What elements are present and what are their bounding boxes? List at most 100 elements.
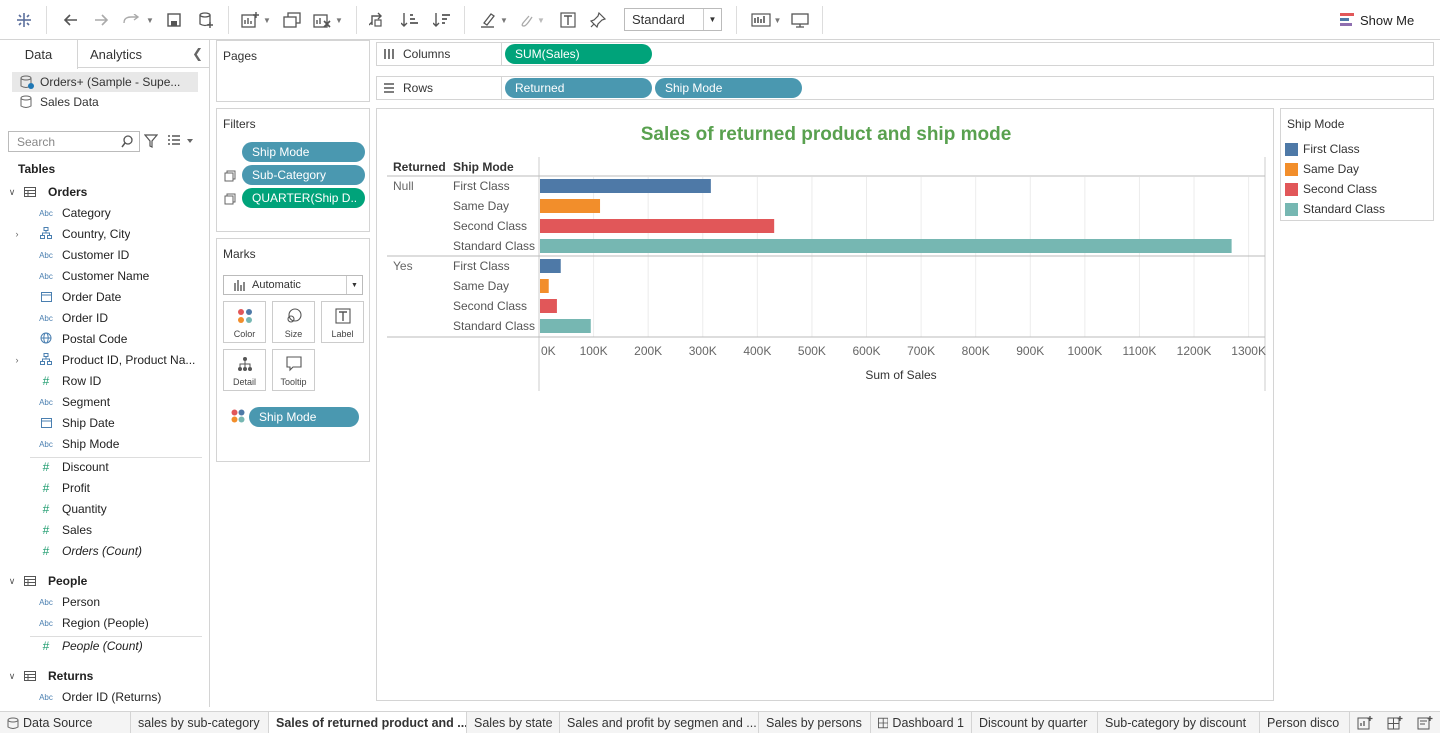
columns-shelf[interactable]: Columns SUM(Sales) (376, 42, 1434, 66)
new-story-icon[interactable] (1417, 715, 1433, 730)
field-profit[interactable]: # Profit (0, 478, 205, 498)
sheet-tab[interactable]: Discount by quarter (972, 712, 1098, 733)
tab-analytics[interactable]: Analytics (89, 46, 143, 62)
viz-area[interactable]: Sales of returned product and ship mode … (376, 108, 1274, 701)
expand-icon[interactable]: ∨ (8, 670, 16, 681)
view-size-select[interactable]: Standard ▼ (624, 8, 722, 31)
dashboard-tab[interactable]: Dashboard 1 (871, 712, 972, 733)
field-order-id[interactable]: Abc Order ID (0, 308, 205, 328)
expand-icon[interactable]: › (15, 229, 19, 239)
field-order-date[interactable]: Order Date (0, 287, 205, 307)
legend-item-same-day[interactable]: Same Day (1285, 159, 1431, 179)
rows-shelf[interactable]: Rows Returned Ship Mode (376, 76, 1434, 100)
marks-tooltip-button[interactable]: Tooltip (272, 349, 315, 391)
table-returns[interactable]: ∨ Returns (0, 666, 209, 686)
bar-standard-class[interactable] (540, 319, 591, 333)
field-region-people[interactable]: Abc Region (People) (0, 613, 205, 633)
pages-card[interactable]: Pages (216, 40, 370, 102)
show-cards-icon[interactable]: ▼ (748, 8, 784, 32)
sheet-tab[interactable]: sales by sub-category (131, 712, 269, 733)
search-input[interactable]: Search (8, 131, 140, 152)
field-customer-name[interactable]: Abc Customer Name (0, 266, 205, 286)
tableau-logo-icon[interactable] (12, 8, 36, 32)
field-orders-count[interactable]: # Orders (Count) (0, 541, 205, 561)
field-quantity[interactable]: # Quantity (0, 499, 205, 519)
bar-same-day[interactable] (540, 279, 549, 293)
columns-pill-sum-sales[interactable]: SUM(Sales) (505, 44, 652, 64)
marks-color-button[interactable]: Color (223, 301, 266, 343)
color-legend[interactable]: Ship Mode First Class Same Day Second Cl… (1280, 108, 1434, 221)
new-worksheet-icon[interactable] (1357, 715, 1373, 730)
bar-standard-class[interactable] (540, 239, 1232, 253)
table-orders[interactable]: ∨ Orders (0, 182, 209, 202)
sheet-tab[interactable]: Sub-category by discount (1098, 712, 1260, 733)
bar-first-class[interactable] (540, 179, 711, 193)
filters-card[interactable]: Filters Ship Mode Sub-Category QUARTER(S… (216, 108, 370, 232)
expand-icon[interactable]: ∨ (8, 186, 16, 197)
field-category[interactable]: Abc Category (0, 203, 205, 223)
new-datasource-icon[interactable] (194, 8, 218, 32)
field-ship-date[interactable]: Ship Date (0, 413, 205, 433)
field-ship-mode[interactable]: Abc Ship Mode (0, 434, 205, 454)
tab-data[interactable]: Data (0, 40, 78, 69)
field-country-city[interactable]: › Country, City (0, 224, 205, 244)
presentation-mode-icon[interactable] (788, 8, 812, 32)
bar-second-class[interactable] (540, 299, 557, 313)
duplicate-sheet-icon[interactable] (280, 8, 304, 32)
rows-pill-returned[interactable]: Returned (505, 78, 652, 98)
field-product-id-product-na[interactable]: › Product ID, Product Na... (0, 350, 205, 370)
bar-second-class[interactable] (540, 219, 775, 233)
field-postal-code[interactable]: Postal Code (0, 329, 205, 349)
show-labels-icon[interactable] (556, 8, 580, 32)
rows-pill-ship-mode[interactable]: Ship Mode (655, 78, 802, 98)
color-pill-ship-mode[interactable]: Ship Mode (249, 407, 359, 427)
clear-sheet-icon[interactable]: ▼ (310, 8, 346, 32)
sheet-tab-active[interactable]: Sales of returned product and ... (269, 712, 467, 733)
undo-icon[interactable] (58, 8, 82, 32)
filter-icon[interactable] (144, 134, 158, 148)
expand-icon[interactable]: › (15, 355, 19, 365)
marks-size-button[interactable]: Size (272, 301, 315, 343)
datasource-orders[interactable]: Orders+ (Sample - Supe... (12, 72, 198, 92)
new-worksheet-icon[interactable]: ▼ (238, 8, 274, 32)
bar-same-day[interactable] (540, 199, 601, 213)
sheet-tab[interactable]: Sales and profit by segmen and ... (560, 712, 759, 733)
mark-type-select[interactable]: Automatic ▼ (223, 275, 363, 295)
sort-descending-icon[interactable] (430, 8, 454, 32)
sort-ascending-icon[interactable] (398, 8, 422, 32)
datasource-sales-data[interactable]: Sales Data (12, 92, 198, 112)
filter-pill-quarter-ship-date[interactable]: QUARTER(Ship D.. (242, 188, 365, 208)
marks-detail-button[interactable]: Detail (223, 349, 266, 391)
filter-pill-ship-mode[interactable]: Ship Mode (242, 142, 365, 162)
legend-item-first-class[interactable]: First Class (1285, 139, 1431, 159)
field-discount[interactable]: # Discount (0, 457, 205, 477)
table-people[interactable]: ∨ People (0, 571, 209, 591)
expand-icon[interactable]: ∨ (8, 575, 16, 586)
bar-chart[interactable]: Returned Ship Mode Null First Class Same Day… (377, 109, 1275, 702)
field-order-id-returns[interactable]: Abc Order ID (Returns) (0, 687, 205, 707)
bar-first-class[interactable] (540, 259, 561, 273)
field-customer-id[interactable]: Abc Customer ID (0, 245, 205, 265)
marks-label-button[interactable]: Label (321, 301, 364, 343)
field-row-id[interactable]: # Row ID (0, 371, 205, 391)
field-segment[interactable]: Abc Segment (0, 392, 205, 412)
sheet-tab[interactable]: Sales by persons (759, 712, 871, 733)
redo-icon[interactable] (90, 8, 114, 32)
sheet-tab[interactable]: Person disco (1260, 712, 1350, 733)
field-sales[interactable]: # Sales (0, 520, 205, 540)
field-people-count[interactable]: # People (Count) (0, 636, 205, 656)
collapse-pane-icon[interactable]: ❮ (192, 46, 203, 61)
field-person[interactable]: Abc Person (0, 592, 205, 612)
fix-axes-icon[interactable] (586, 8, 610, 32)
tab-data-source[interactable]: Data Source (0, 712, 131, 733)
show-me-button[interactable]: Show Me (1340, 10, 1414, 30)
legend-item-second-class[interactable]: Second Class (1285, 179, 1431, 199)
swap-rows-columns-icon[interactable] (366, 8, 390, 32)
new-dashboard-icon[interactable] (1387, 715, 1403, 730)
sheet-tab[interactable]: Sales by state (467, 712, 560, 733)
view-options-icon[interactable] (167, 134, 193, 148)
highlight-icon[interactable]: ▼ (476, 8, 512, 32)
legend-item-standard-class[interactable]: Standard Class (1285, 199, 1431, 219)
replay-icon[interactable]: ▼ (120, 8, 156, 32)
save-icon[interactable] (162, 8, 186, 32)
